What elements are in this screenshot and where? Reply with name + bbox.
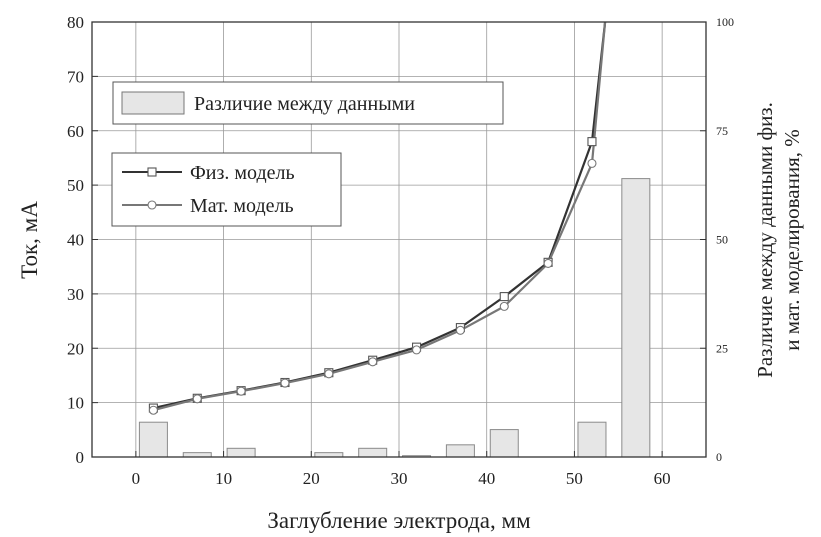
math-model-point bbox=[236, 386, 246, 396]
math-model-point bbox=[587, 158, 597, 168]
math-model-point bbox=[543, 258, 553, 268]
math-model-point bbox=[499, 301, 509, 311]
phys-model-point bbox=[499, 292, 509, 302]
math-model-point bbox=[411, 345, 422, 355]
x-tick-label: 60 bbox=[654, 469, 671, 488]
phys-model-point bbox=[587, 137, 597, 147]
difference-bar bbox=[226, 447, 256, 458]
x-tick-label: 0 bbox=[132, 469, 141, 488]
y-tick-label: 60 bbox=[67, 122, 84, 141]
y2-tick-label: 100 bbox=[716, 15, 734, 29]
legend-math-marker bbox=[147, 200, 157, 210]
legend-bars-label: Различие между данными bbox=[194, 93, 415, 115]
y-tick-label: 50 bbox=[67, 176, 84, 195]
math-model-point bbox=[192, 394, 202, 404]
difference-bar bbox=[358, 447, 388, 458]
y-tick-label: 80 bbox=[67, 13, 84, 32]
y-tick-label: 0 bbox=[76, 448, 85, 467]
difference-bar bbox=[577, 421, 607, 458]
series-lines bbox=[148, 21, 607, 415]
legend-phys-label: Физ. модель bbox=[190, 162, 295, 184]
y-axis-title: Ток, мА bbox=[17, 201, 42, 279]
legend-phys-marker bbox=[147, 167, 157, 177]
y2-axis-title-line-2: и мат. моделирования, % bbox=[780, 129, 804, 351]
difference-bars bbox=[138, 178, 651, 458]
math-model-point bbox=[455, 325, 465, 335]
y-tick-label: 70 bbox=[67, 67, 84, 86]
y2-axis-title-line-1: Различие между данными физ. bbox=[753, 102, 777, 378]
difference-bar bbox=[138, 421, 168, 458]
difference-bar bbox=[314, 452, 344, 458]
difference-bar bbox=[182, 452, 212, 458]
legend-bars-swatch bbox=[121, 91, 185, 115]
x-tick-label: 30 bbox=[391, 469, 408, 488]
difference-bar bbox=[445, 444, 475, 458]
y2-tick-label: 0 bbox=[716, 450, 722, 464]
x-axis-title: Заглубление электрода, мм bbox=[267, 508, 531, 533]
y-tick-label: 20 bbox=[67, 339, 84, 358]
legend-bars: Различие между данными bbox=[112, 81, 504, 125]
math-model-point bbox=[368, 357, 378, 367]
y-tick-label: 40 bbox=[67, 231, 84, 250]
math-model-line bbox=[153, 21, 607, 412]
x-tick-label: 20 bbox=[303, 469, 320, 488]
y-tick-label: 30 bbox=[67, 285, 84, 304]
x-tick-label: 40 bbox=[478, 469, 495, 488]
x-tick-label: 10 bbox=[215, 469, 232, 488]
x-tick-label: 50 bbox=[566, 469, 583, 488]
math-model-point bbox=[148, 405, 158, 415]
legend-lines: Физ. модель Мат. модель bbox=[111, 152, 342, 227]
y-tick-label: 10 bbox=[67, 394, 84, 413]
y2-tick-label: 50 bbox=[716, 233, 728, 247]
difference-bar bbox=[489, 429, 519, 458]
math-model-point bbox=[324, 369, 334, 379]
difference-bar bbox=[621, 178, 651, 458]
y2-tick-label: 25 bbox=[716, 341, 728, 355]
y2-tick-label: 75 bbox=[716, 124, 728, 138]
grid-lines bbox=[92, 21, 706, 458]
math-model-point bbox=[280, 378, 290, 388]
legend-lines-box bbox=[111, 152, 342, 227]
legend-math-label: Мат. модель bbox=[190, 195, 294, 217]
axis-ticks: 0 10 20 30 40 50 60 0 10 20 30 40 50 60 70 80 0 25 50 75 100 bbox=[67, 13, 734, 488]
